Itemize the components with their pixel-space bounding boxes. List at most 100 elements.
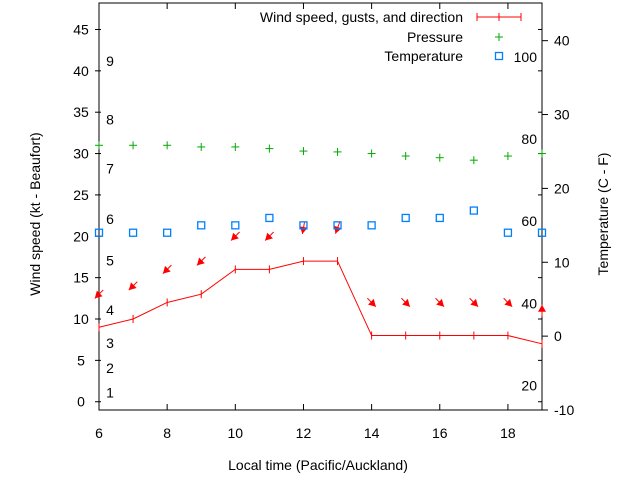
beaufort-label: 4 [106,302,114,318]
pressure-point [538,149,546,158]
x-tick-label: 10 [228,425,244,441]
pressure-point [95,141,103,150]
plot-area [94,141,547,348]
temperature-point [503,228,513,237]
y-tick-label: 35 [73,104,89,120]
arrow-head [402,298,410,307]
y2-tick-label: 10 [554,254,570,270]
y-tick-label: 0 [77,394,85,410]
x-tick-label: 8 [163,425,171,441]
y-tick-label: 30 [73,146,89,162]
pressure-point [503,152,512,161]
y-tick-label: 20 [73,228,89,244]
temperature-point [469,206,478,215]
y-tick-label: 45 [73,21,89,37]
wind-direction-arrow [469,297,479,308]
temperature-point [94,228,104,237]
arrow-head [538,304,546,312]
wind-direction-arrow [503,297,513,308]
beaufort-label: 6 [106,211,114,227]
wind-direction-arrow [401,297,411,308]
y-tick-label: 5 [77,352,85,368]
wind-direction-arrow [264,231,274,241]
axes: 6 8 10 12 14 16 18051015202530354045-100102030… [73,2,574,441]
beaufort-label: 3 [106,335,114,351]
pressure-point [265,144,274,153]
y-tick-label: 15 [73,270,89,286]
fahrenheit-label: 80 [521,131,537,147]
x-tick-label: 12 [296,425,312,441]
fahrenheit-label: 40 [521,295,537,311]
beaufort-label: 1 [106,385,114,401]
temperature-point [367,221,376,230]
arrow-head [504,298,513,307]
pressure-point [231,142,240,151]
wind-direction-arrow [128,281,138,291]
wind-direction-arrow [94,289,104,299]
temperature-point [197,221,206,230]
pressure-point [367,149,376,158]
wind-speed-line [98,260,543,345]
fahrenheit-label: 100 [514,49,538,65]
arrow-head [231,232,239,241]
plot-border [98,2,543,411]
pressure-point [163,141,172,150]
legend-label-temperature: Temperature [384,48,463,64]
x-tick-label: 14 [364,425,380,441]
temperature-point [231,221,240,230]
pressure-point [401,152,410,161]
arrow-head [94,290,103,299]
fahrenheit-label: 20 [521,377,537,393]
temperature-point [401,213,410,223]
temperature-point [435,213,444,223]
arrow-head [128,282,137,291]
temperature-point [163,228,172,237]
arrow-head [368,298,376,307]
legend-label-pressure: Pressure [407,29,463,45]
beaufort-label: 8 [106,112,114,128]
wind-direction-arrow [367,297,377,308]
beaufort-label: 5 [106,252,114,268]
pressure-point [299,147,308,156]
arrow-head [334,225,342,234]
beaufort-label: 9 [106,53,114,69]
wind-direction-arrow [334,222,342,234]
wind-direction-arrow [196,256,206,266]
x-tick-label: 16 [432,425,448,441]
wind-direction-arrow [230,231,240,241]
temperature-point [537,228,547,237]
x-tick-label: 6 [95,425,103,441]
temperature-point [299,221,308,230]
beaufort-label: 7 [106,160,114,176]
y-tick-label: 10 [73,311,89,327]
arrow-head [470,298,479,307]
beaufort-label: 2 [106,360,114,376]
pressure-point [197,142,206,151]
legend-temperature-mark [494,51,504,61]
wind-direction-arrow [538,304,546,317]
temperature-point [333,221,342,230]
y2-tick-label: 0 [554,328,562,344]
arrow-head [436,298,445,307]
y2-tick-label: -10 [554,402,574,418]
pressure-point [435,153,444,162]
arrow-head [162,265,171,274]
temperature-point [128,228,138,237]
y2-axis-label: Temperature (C - F) [595,153,611,276]
temperature-point [265,213,274,223]
legend: Wind speed, gusts, and direction Pressur… [260,9,522,64]
x-tick-label: 18 [500,425,516,441]
y-axis-label: Wind speed (kt - Beaufort) [27,132,43,295]
x-axis-label: Local time (Pacific/Auckland) [228,457,408,473]
pressure-point [129,141,138,150]
y2-tick-label: 20 [554,180,570,196]
fahrenheit-label: 60 [521,213,537,229]
y-tick-label: 25 [73,187,89,203]
pressure-point [333,147,342,156]
wind-direction-arrow [435,297,445,308]
arrow-head [196,257,205,266]
legend-label-wind: Wind speed, gusts, and direction [260,9,463,25]
y2-tick-label: 30 [554,107,570,123]
y-tick-label: 40 [73,63,89,79]
